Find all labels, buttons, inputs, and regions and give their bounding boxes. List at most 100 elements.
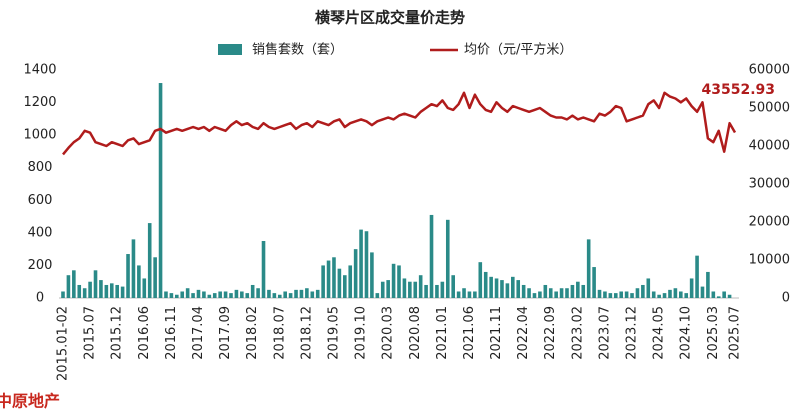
bar <box>532 293 537 298</box>
bar <box>597 289 602 298</box>
bar <box>473 291 477 298</box>
x-tick-label: 2017.04 <box>191 306 206 360</box>
y-tick-label: 1200 <box>23 95 56 110</box>
bar <box>538 291 542 298</box>
bar <box>727 294 732 298</box>
bar <box>61 291 65 298</box>
bar <box>641 284 645 298</box>
x-tick-label: 2023.02 <box>570 306 585 360</box>
bar <box>375 293 380 298</box>
bar <box>511 276 515 298</box>
x-tick-label: 2016.11 <box>164 306 179 360</box>
bar <box>624 291 629 298</box>
chart-title: 横琴片区成交量价走势 <box>315 9 465 27</box>
bar <box>332 257 336 298</box>
y-tick-label: 0 <box>36 291 44 306</box>
bar <box>240 291 244 298</box>
x-tick-label: 2018.07 <box>272 306 287 360</box>
x-tick-label: 2022.09 <box>543 306 558 360</box>
bar <box>527 288 531 298</box>
bar <box>716 296 721 298</box>
y2-tick-label: 50000 <box>749 101 790 116</box>
y-tick-label: 200 <box>28 258 53 273</box>
bar <box>299 289 304 298</box>
bar <box>635 288 640 298</box>
bar <box>196 289 201 298</box>
x-tick-label: 2021.06 <box>462 306 477 360</box>
legend-swatch <box>218 44 242 55</box>
bar <box>305 288 309 298</box>
bar <box>613 293 618 298</box>
bar <box>646 278 651 298</box>
bar <box>711 291 716 298</box>
bar <box>657 294 661 298</box>
bar <box>695 255 699 298</box>
y-tick-label: 1400 <box>23 63 56 78</box>
bar <box>82 288 87 298</box>
y-tick-label: 800 <box>28 160 53 175</box>
bar <box>559 288 564 298</box>
bar <box>288 293 293 298</box>
bar <box>131 239 136 298</box>
y-tick-label: 600 <box>28 193 53 208</box>
bar <box>576 281 580 298</box>
x-tick-label: 2016.06 <box>137 306 152 360</box>
bar <box>413 281 418 298</box>
bar <box>548 288 553 298</box>
bar <box>435 284 439 298</box>
bar <box>191 293 195 298</box>
bar <box>147 223 152 298</box>
bar <box>272 293 277 298</box>
bar <box>99 280 103 298</box>
x-tick-label: 2024.05 <box>652 306 667 360</box>
bar <box>250 284 255 298</box>
bar <box>619 291 623 298</box>
bar <box>391 263 396 298</box>
bar <box>445 219 450 298</box>
y-tick-label: 1000 <box>23 128 56 143</box>
x-tick-label: 2020.03 <box>381 306 396 360</box>
bar <box>700 286 705 298</box>
bar <box>630 293 634 298</box>
bar <box>229 293 233 298</box>
bar <box>359 229 363 298</box>
y2-tick-label: 30000 <box>749 177 790 192</box>
x-tick-label: 2015.12 <box>110 306 125 360</box>
bar <box>267 289 271 298</box>
bar <box>402 278 407 298</box>
bar <box>343 275 347 298</box>
bar <box>462 288 466 298</box>
bar <box>418 275 423 298</box>
bar <box>608 293 613 298</box>
bar <box>104 284 109 298</box>
x-tick-label: 2020.08 <box>408 306 423 360</box>
legend-label: 销售套数（套） <box>252 42 343 58</box>
bar <box>93 270 98 298</box>
bar <box>516 280 521 298</box>
bar <box>234 289 239 298</box>
bar <box>72 270 76 298</box>
bar <box>142 278 147 298</box>
bar <box>478 262 483 298</box>
x-tick-label: 2024.10 <box>679 306 694 360</box>
x-tick-label: 2018.02 <box>245 306 260 360</box>
bar <box>581 284 586 298</box>
bar <box>543 284 548 298</box>
bar <box>494 278 499 298</box>
bar <box>554 291 558 298</box>
bar <box>109 283 114 298</box>
bar <box>212 293 217 298</box>
bar <box>456 291 461 298</box>
bar <box>153 257 157 298</box>
bar <box>66 275 71 298</box>
x-tick-label: 2017.09 <box>218 306 233 360</box>
x-tick-label: 2021.11 <box>489 306 504 360</box>
bar <box>386 280 390 298</box>
bar <box>586 239 591 298</box>
bar <box>408 281 412 298</box>
y2-tick-label: 0 <box>782 291 790 306</box>
bar <box>315 289 320 298</box>
x-tick-label: 2025.03 <box>706 306 721 360</box>
x-tick-label: 2015.07 <box>83 306 98 360</box>
